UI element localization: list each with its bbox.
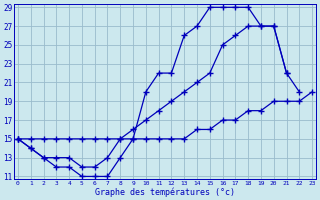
X-axis label: Graphe des températures (°c): Graphe des températures (°c)	[95, 187, 235, 197]
